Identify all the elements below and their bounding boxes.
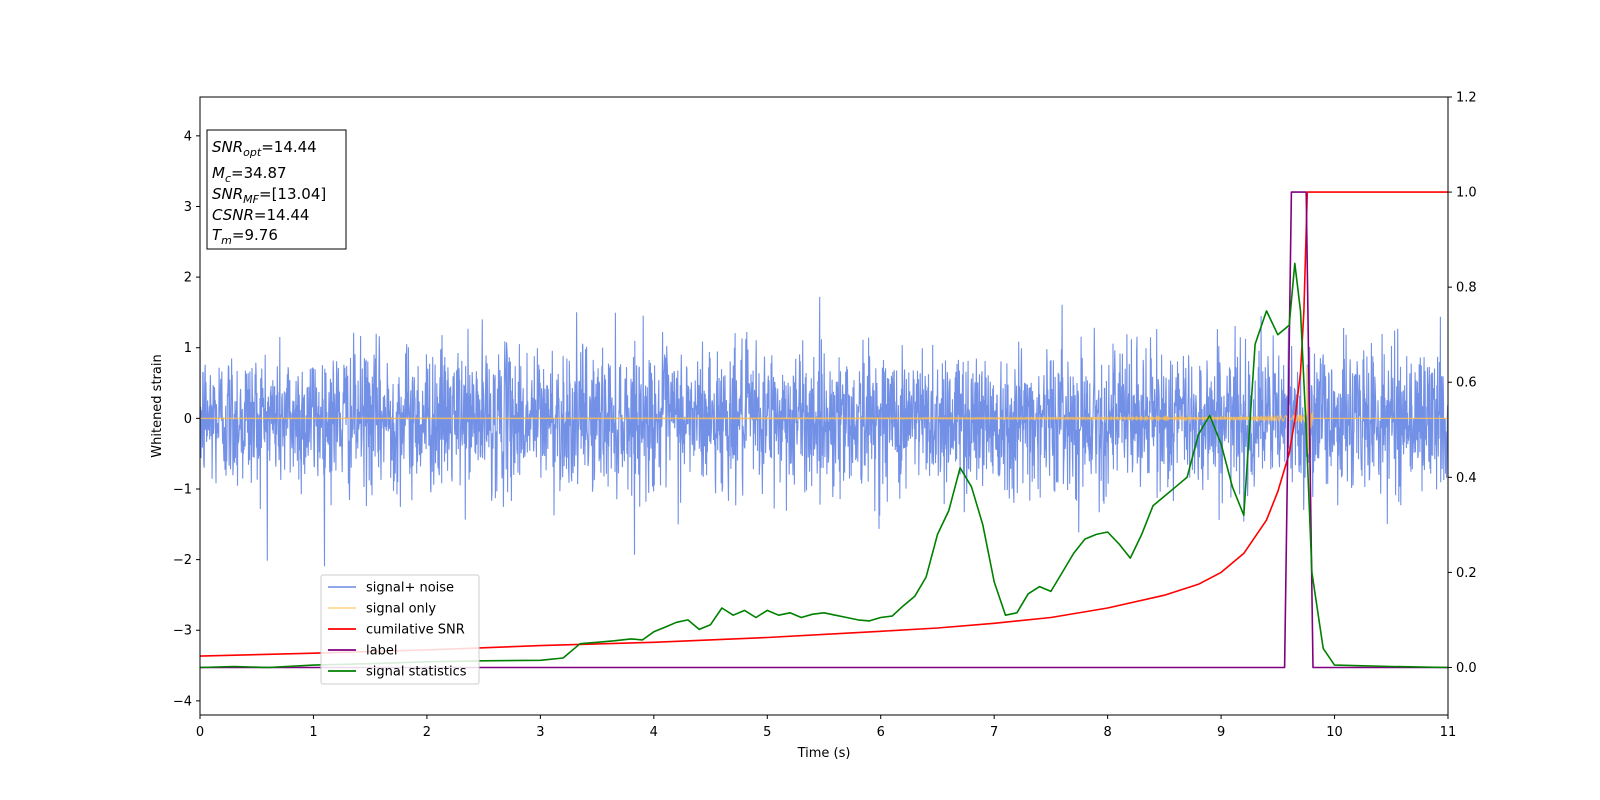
y-left-tick-label: 2 xyxy=(184,271,192,286)
y-axis-right: 0.0 0.2 0.4 0.6 0.8 1.0 1.2 xyxy=(1448,91,1477,676)
y-left-tick-label: −4 xyxy=(173,694,192,709)
x-tick-label: 3 xyxy=(536,725,544,740)
x-tick-label: 4 xyxy=(650,725,658,740)
x-tick-label: 2 xyxy=(423,725,431,740)
x-tick-label: 9 xyxy=(1217,725,1225,740)
y-left-tick-label: 4 xyxy=(184,129,192,144)
legend-entry: signal+ noise xyxy=(366,581,454,596)
series-signal-only xyxy=(200,366,1448,454)
y-right-tick-label: 1.2 xyxy=(1456,91,1477,106)
legend-entry: signal only xyxy=(366,602,436,617)
y-left-tick-label: 3 xyxy=(184,200,192,215)
x-tick-label: 1 xyxy=(309,725,317,740)
legend-entry: signal statistics xyxy=(366,665,467,680)
y-right-tick-label: 0.4 xyxy=(1456,471,1477,486)
x-tick-label: 0 xyxy=(196,725,204,740)
series-signal-noise xyxy=(200,296,1448,567)
annotation-frame xyxy=(206,129,347,250)
y-left-tick-label: −3 xyxy=(173,624,192,639)
y-right-tick-label: 1.0 xyxy=(1456,186,1477,201)
y-left-tick-label: −1 xyxy=(173,482,192,497)
legend: signal+ noise signal only cumilative SNR la… xyxy=(320,574,480,685)
y-right-tick-label: 0.0 xyxy=(1456,661,1477,676)
y-axis-left: −4 −3 −2 −1 0 1 2 3 4 xyxy=(173,129,200,709)
x-tick-label: 6 xyxy=(877,725,885,740)
y-axis-label: Whitened strain xyxy=(150,354,165,457)
annotation-line: CSNR=14.44 xyxy=(212,206,309,224)
series-signal-statistics xyxy=(200,262,1448,669)
y-right-tick-label: 0.6 xyxy=(1456,376,1477,391)
y-left-tick-label: 0 xyxy=(184,412,192,427)
x-tick-label: 11 xyxy=(1440,725,1457,740)
annotation-box: SNRopt=14.44 Mc=34.87SNRMF=[13.04]CSNR=14… xyxy=(206,129,347,250)
y-right-tick-label: 0.2 xyxy=(1456,566,1477,581)
plot-area xyxy=(200,191,1448,669)
annotation-line: Mc=34.87 xyxy=(212,164,287,185)
legend-entry: cumilative SNR xyxy=(366,623,465,638)
series-cumulative-snr xyxy=(200,191,1448,657)
y-left-tick-label: −2 xyxy=(173,553,192,568)
x-axis: 0 1 2 3 4 5 6 7 8 9 10 11 xyxy=(196,715,1456,740)
x-tick-label: 10 xyxy=(1326,725,1343,740)
y-left-tick-label: 1 xyxy=(184,341,192,356)
y-right-tick-label: 0.8 xyxy=(1456,281,1477,296)
annotation-line: Tm=9.76 xyxy=(212,226,278,247)
legend-entry: label xyxy=(366,644,397,659)
x-axis-label: Time (s) xyxy=(797,746,851,761)
x-tick-label: 8 xyxy=(1103,725,1111,740)
x-tick-label: 7 xyxy=(990,725,998,740)
legend-frame xyxy=(320,574,480,685)
x-tick-label: 5 xyxy=(763,725,771,740)
annotation-line: SNRopt=14.44 xyxy=(212,138,317,159)
plot-frame xyxy=(199,96,1449,716)
series-label xyxy=(200,191,1448,669)
annotation-line: SNRMF=[13.04] xyxy=(212,185,326,206)
